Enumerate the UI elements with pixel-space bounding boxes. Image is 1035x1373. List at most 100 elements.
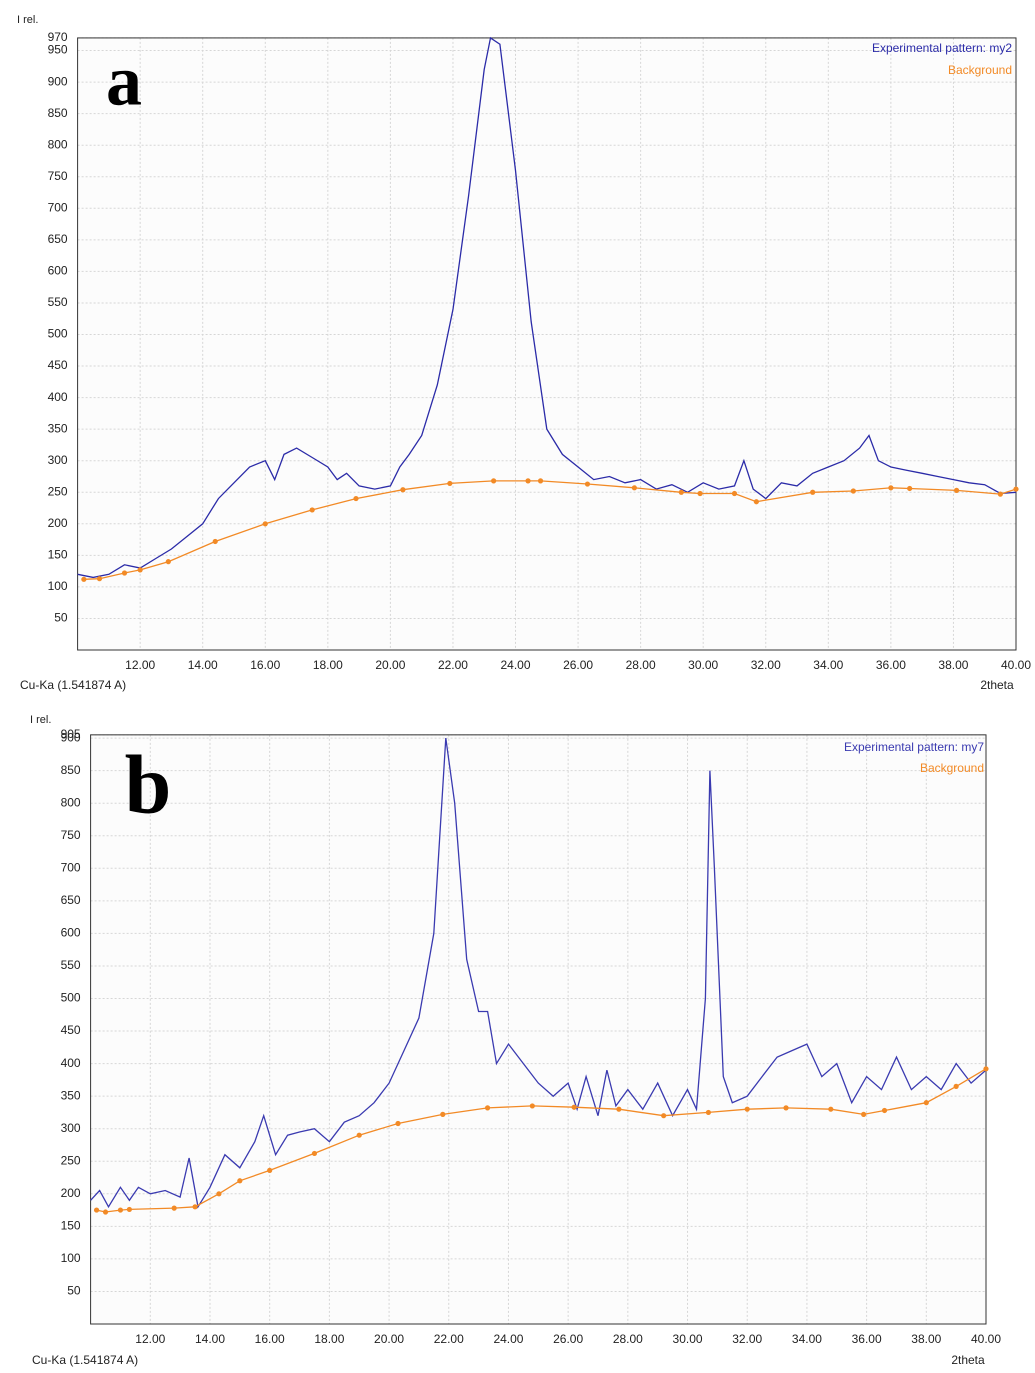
y-tick-label: 970 [48,30,68,44]
y-tick-label: 600 [61,926,81,940]
x-tick-label: 12.00 [125,658,155,672]
x-tick-label: 34.00 [792,1332,822,1346]
point-marker [212,538,218,545]
point-marker [165,559,171,565]
panel-label: b [125,738,172,831]
x-tick-label: 40.00 [971,1332,1001,1346]
y-tick-label: 300 [48,453,68,467]
y-tick-label: 900 [61,730,81,744]
point-marker [216,1191,222,1197]
x-tick-label: 22.00 [438,658,468,672]
y-tick-label: 250 [61,1153,81,1167]
x-axis-label: 2theta [980,678,1014,692]
x-tick-label: 20.00 [375,658,405,672]
plot-area [90,734,987,1324]
panel-label: a [106,41,142,121]
point-marker [953,487,960,493]
y-tick-label: 450 [61,1023,81,1037]
point-marker [850,488,856,494]
y-tick-label: 200 [61,1186,81,1200]
point-marker [262,521,268,527]
y-tick-label: 950 [48,43,68,57]
y-tick-label: 350 [48,421,68,435]
point-marker [678,489,684,495]
point-marker [731,490,738,497]
x-tick-label: 38.00 [911,1332,941,1346]
y-tick-label: 750 [61,828,81,842]
point-marker [309,507,315,513]
series-line [77,36,1017,579]
y-tick-label: 150 [61,1219,81,1233]
point-marker [484,1105,491,1111]
y-axis-label: I rel. [30,714,51,726]
y-tick-label: 100 [48,579,68,593]
x-tick-label: 18.00 [313,658,343,672]
point-marker [137,567,143,573]
point-marker [907,485,913,492]
y-tick-label: 650 [48,232,68,246]
x-tick-label: 34.00 [813,658,843,672]
y-tick-label: 600 [48,264,68,278]
x-tick-label: 16.00 [255,1332,285,1346]
point-marker [828,1106,834,1112]
x-tick-label: 24.00 [493,1332,523,1346]
series-line [90,738,987,1209]
x-tick-label: 36.00 [876,658,906,672]
x-tick-label: 38.00 [938,658,968,672]
point-marker [705,1109,712,1116]
y-tick-label: 50 [67,1284,81,1298]
legend-entry: Background [920,761,984,775]
point-marker [353,495,359,502]
point-marker [267,1167,273,1173]
point-marker [661,1113,667,1119]
y-tick-label: 300 [61,1121,81,1135]
y-tick-label: 850 [61,763,81,777]
y-tick-label: 850 [48,106,68,120]
point-marker [631,485,637,491]
point-marker [923,1100,929,1106]
point-marker [697,490,703,497]
point-marker [525,478,531,484]
point-marker [881,1107,888,1114]
point-marker [117,1207,124,1213]
x-tick-label: 26.00 [553,1332,583,1346]
point-marker [81,576,87,582]
x-tick-label: 22.00 [434,1332,464,1346]
y-tick-label: 550 [48,295,68,309]
x-tick-label: 14.00 [195,1332,225,1346]
y-tick-label: 800 [61,795,81,809]
y-tick-label: 500 [61,991,81,1005]
x-tick-label: 36.00 [852,1332,882,1346]
legend-entry: Experimental pattern: my7 [844,740,984,754]
point-marker [753,499,759,505]
y-tick-label: 250 [48,484,68,498]
point-marker [121,570,128,576]
point-marker [192,1204,198,1210]
point-marker [888,485,894,491]
x-tick-label: 14.00 [188,658,218,672]
x-tick-label: 30.00 [673,1332,703,1346]
point-marker [744,1106,750,1112]
plot-frame [90,734,987,1325]
x-tick-label: 24.00 [501,658,531,672]
x-tick-label: 32.00 [751,658,781,672]
point-marker [983,1066,989,1072]
y-tick-label: 800 [48,137,68,151]
y-tick-label: 500 [48,327,68,341]
legend-entry: Background [948,63,1012,77]
y-tick-label: 400 [61,1056,81,1070]
y-tick-label: 905 [61,727,81,741]
point-marker [400,487,406,493]
point-marker [810,489,816,495]
point-marker [395,1120,401,1127]
y-tick-label: 400 [48,390,68,404]
point-marker [571,1104,577,1110]
y-axis-label: I rel. [17,14,38,26]
y-tick-label: 150 [48,548,68,562]
point-marker [93,1207,100,1213]
y-tick-label: 700 [48,200,68,214]
y-tick-label: 350 [61,1088,81,1102]
point-marker [997,491,1003,497]
x-tick-label: 12.00 [135,1332,165,1346]
